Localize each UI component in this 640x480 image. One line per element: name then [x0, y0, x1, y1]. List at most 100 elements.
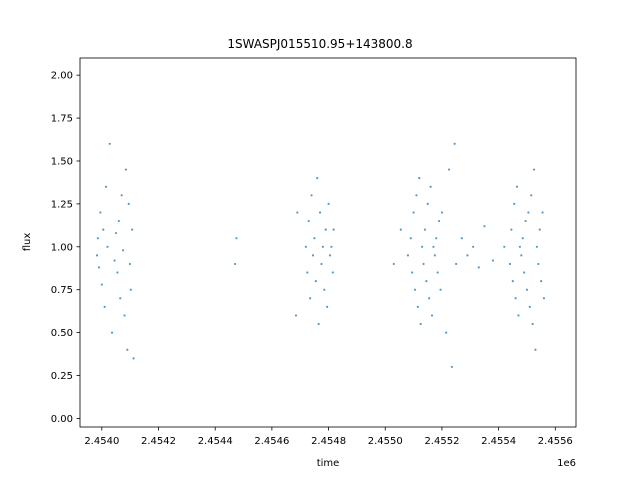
y-tick-label: 2.00	[51, 71, 73, 82]
data-point	[113, 259, 116, 262]
y-tick-label: 1.00	[51, 242, 73, 253]
data-point	[430, 314, 434, 317]
data-point	[503, 245, 506, 248]
data-point	[104, 185, 108, 188]
data-point	[532, 168, 536, 171]
data-point	[531, 322, 534, 326]
data-point	[117, 219, 120, 223]
data-point	[517, 314, 520, 317]
x-tick-label: 2.4548	[311, 436, 346, 447]
data-point	[102, 228, 105, 231]
data-point	[535, 245, 538, 248]
data-point	[114, 231, 118, 235]
data-point	[328, 254, 332, 257]
x-tick-label: 2.4556	[538, 436, 573, 447]
data-point	[317, 322, 320, 326]
data-point	[412, 211, 415, 214]
data-point	[418, 177, 421, 180]
data-point	[425, 280, 428, 283]
data-point	[131, 228, 134, 231]
chart-title: 1SWASPJ015510.95+143800.8	[227, 37, 412, 51]
x-tick-label: 2.4540	[84, 436, 119, 447]
data-point	[126, 348, 129, 351]
data-point	[103, 305, 106, 308]
data-point	[411, 271, 414, 274]
data-point	[306, 271, 309, 274]
data-point	[538, 228, 541, 231]
x-tick-label: 2.4546	[254, 436, 289, 447]
y-tick-label: 0.00	[51, 414, 73, 425]
data-point	[415, 194, 418, 197]
data-point	[106, 245, 109, 248]
y-axis-label: flux	[22, 233, 33, 252]
data-point	[472, 245, 475, 248]
data-point	[510, 228, 513, 231]
data-point	[455, 262, 458, 266]
x-axis-label: time	[317, 458, 340, 469]
data-point	[327, 202, 330, 205]
data-point	[330, 245, 333, 248]
data-point	[304, 245, 307, 248]
data-point	[419, 322, 422, 326]
data-point	[416, 305, 419, 308]
data-point	[331, 271, 334, 274]
data-point	[127, 202, 130, 205]
data-point	[541, 211, 544, 214]
data-point	[233, 262, 237, 266]
data-point	[120, 194, 123, 197]
data-point	[466, 254, 469, 257]
data-point	[119, 297, 122, 300]
data-point	[413, 288, 417, 291]
data-point	[129, 288, 132, 291]
data-point	[491, 259, 495, 262]
x-axis-offset-label: 1e6	[557, 458, 576, 469]
data-point	[483, 225, 486, 228]
data-point	[313, 237, 316, 240]
data-point	[521, 237, 524, 240]
y-axis-ticks: 0.00 0.25 0.50 0.75 1.00 1.25 1.50 1.75 2.00	[51, 71, 80, 425]
data-point	[513, 202, 516, 205]
data-point	[96, 237, 99, 240]
x-tick-label: 2.4544	[198, 436, 233, 447]
data-point	[460, 237, 463, 240]
data-point	[324, 228, 327, 231]
data-point	[447, 168, 451, 171]
data-point	[421, 245, 424, 248]
data-point	[318, 211, 322, 214]
data-point	[508, 262, 512, 266]
data-point	[528, 305, 531, 308]
data-point	[525, 288, 529, 291]
data-point	[123, 314, 126, 317]
y-tick-label: 1.50	[51, 156, 73, 167]
data-point	[515, 185, 519, 188]
data-point	[477, 266, 480, 269]
data-point	[440, 211, 444, 214]
data-point	[128, 262, 131, 266]
data-point	[314, 280, 317, 283]
data-point	[445, 331, 448, 334]
data-point	[450, 365, 453, 369]
x-tick-label: 2.4552	[424, 436, 459, 447]
data-point	[435, 237, 438, 240]
data-point	[409, 237, 412, 240]
data-point	[423, 228, 427, 231]
y-tick-label: 0.75	[51, 285, 73, 296]
data-point	[124, 168, 128, 171]
data-point	[438, 219, 441, 223]
data-point	[310, 194, 313, 197]
data-point	[110, 331, 114, 334]
data-point	[527, 211, 530, 214]
data-point	[429, 185, 432, 188]
data-point	[426, 202, 429, 205]
y-tick-label: 0.25	[51, 371, 73, 382]
data-point	[321, 245, 324, 248]
data-point	[108, 142, 111, 145]
data-point	[121, 249, 125, 252]
data-point	[540, 280, 543, 283]
data-point	[406, 254, 410, 257]
data-point	[542, 297, 546, 300]
data-point	[537, 262, 540, 266]
x-tick-label: 2.4554	[481, 436, 516, 447]
